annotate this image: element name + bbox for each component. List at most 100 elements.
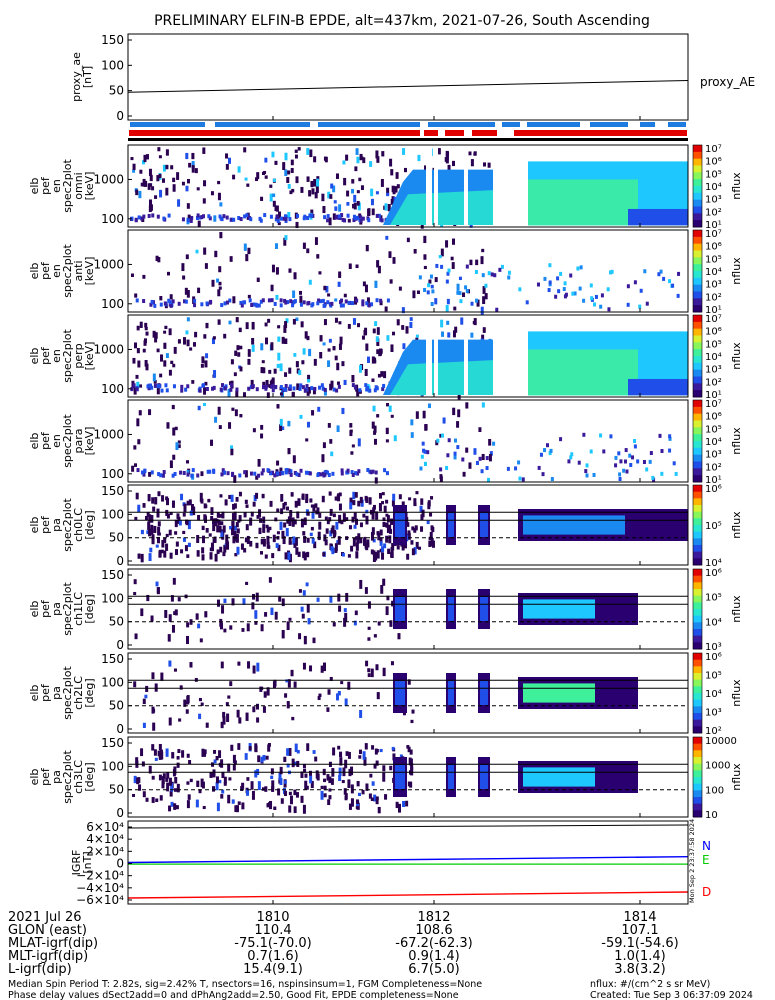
pixel-pa0-371 — [381, 492, 385, 496]
pixel-spec2-45 — [275, 294, 279, 300]
pixel-spec4-45 — [257, 459, 261, 467]
pixel-spec4-77 — [376, 414, 380, 418]
pixel-pa3-57 — [350, 784, 354, 794]
pixel-spec2-8 — [385, 235, 389, 240]
strip-spec2-80 — [163, 301, 167, 306]
pixel-pa0-0 — [235, 496, 239, 502]
colorbar-label-spec3-2: 10⁵ — [705, 339, 722, 350]
footer-right-2: Created: Tue Sep 3 06:37:09 2024 — [590, 990, 753, 1000]
pixel-spec3-229 — [154, 332, 158, 339]
pixel-pa3-162 — [261, 787, 265, 791]
pixel-pa1-25 — [164, 609, 168, 618]
colorbar-pa3-seg-6 — [693, 777, 702, 785]
pixel-pa0-231 — [406, 522, 410, 527]
pixel-pa2-32 — [237, 661, 241, 666]
pixel-pa0-54 — [156, 536, 160, 544]
pixel-spec3-258 — [136, 348, 140, 354]
pixel-pa1-80 — [316, 597, 320, 602]
pixel-spec3-153 — [277, 325, 281, 329]
strip-spec3-63 — [264, 384, 268, 389]
strip-spec1-39 — [355, 215, 359, 220]
ytick-label-pa3-2: 50 — [109, 783, 124, 797]
pixel-pa1-87 — [231, 598, 235, 606]
spot-spec2-76 — [662, 276, 666, 281]
pixel-pa3-123 — [202, 805, 206, 810]
strip-spec2-5 — [319, 299, 323, 304]
colorbar-spec2-seg-2 — [693, 243, 702, 251]
pixel-pa0-384 — [183, 503, 187, 513]
pixel-pa1-59 — [391, 601, 395, 606]
pixel-pa0-391 — [390, 546, 394, 554]
pixel-spec1-227 — [444, 157, 448, 162]
pixel-spec4-84 — [148, 471, 152, 477]
pixel-pa0-336 — [233, 535, 237, 542]
spot-spec4-33 — [548, 451, 552, 456]
pixel-pa1-72 — [223, 628, 227, 633]
strip-spec1-24 — [359, 215, 363, 220]
pixel-pa3-121 — [350, 766, 354, 776]
strip-spec4-18 — [383, 468, 387, 473]
strip-spec1-87 — [156, 214, 160, 219]
igrf-label-e: E — [702, 853, 710, 867]
strip-spec2-75 — [307, 300, 311, 305]
strip-spec3-79 — [335, 388, 339, 393]
pixel-pa0-11 — [291, 520, 295, 527]
colorbar-pa1-seg-3 — [693, 589, 702, 597]
pixel-spec1-167 — [387, 204, 391, 212]
pixel-spec1-138 — [217, 180, 221, 185]
strip-spec1-64 — [189, 218, 193, 223]
colorbar-spec4-seg-7 — [693, 447, 702, 456]
pixel-spec3-166 — [304, 331, 308, 339]
colorbar-spec3-seg-2 — [693, 328, 702, 336]
colorbar-label-spec4-0: 10⁷ — [705, 399, 722, 410]
colorbar-pa1-seg-10 — [693, 635, 702, 643]
pixel-pa3-73 — [176, 756, 180, 760]
pixel-pa0-324 — [214, 518, 218, 527]
pixel-pa3-181 — [375, 748, 379, 753]
pixel-pa3-257 — [408, 757, 412, 766]
pixel-pa0-403 — [347, 554, 351, 558]
pixel-spec3-49 — [192, 342, 196, 347]
pixel-pa0-48 — [351, 516, 355, 523]
pixel-spec2-53 — [384, 306, 388, 312]
pixel-pa3-61 — [181, 750, 185, 758]
pixel-pa3-24 — [273, 806, 277, 811]
strip-spec1-42 — [225, 215, 229, 220]
ytick-label-spec3-1: 100 — [101, 382, 124, 396]
pixel-spec3-134 — [135, 374, 139, 379]
pixel-spec4-86 — [177, 440, 181, 444]
ytick-label-spec4-1: 100 — [101, 467, 124, 481]
pixel-spec3-123 — [271, 377, 275, 386]
pixel-spec4-16 — [442, 417, 446, 424]
colorbar-label-spec1-1: 10⁶ — [705, 157, 722, 168]
pixel-spec2-14 — [355, 264, 359, 269]
pixel-pa0-372 — [427, 502, 431, 510]
pixel-pa0-89 — [142, 503, 146, 508]
pixel-pa3-3 — [288, 791, 292, 796]
pixel-pa0-297 — [396, 545, 400, 550]
pixel-pa3-26 — [300, 771, 304, 779]
blue-bar-3 — [428, 122, 495, 127]
pixel-pa2-13 — [336, 693, 340, 701]
colorbar-label-spec4-4: 10³ — [705, 450, 722, 461]
pixel-pa0-245 — [309, 498, 313, 503]
frame-pa3 — [127, 736, 689, 818]
pixel-pa3-143 — [177, 749, 181, 754]
pixel-pa0-118 — [355, 536, 359, 540]
gap-spec1-1 — [434, 146, 438, 226]
strip-spec4-80 — [285, 468, 289, 473]
pixel-spec2-88 — [337, 281, 341, 287]
pixel-pa2-12 — [291, 716, 295, 721]
pixel-pa2-6 — [284, 693, 288, 698]
pixel-pa2-51 — [247, 661, 251, 669]
colorbar-frame-spec1 — [692, 144, 703, 228]
pixel-pa2-0 — [151, 672, 155, 680]
pixel-pa0-180 — [420, 498, 424, 505]
pixel-spec3-101 — [405, 326, 409, 334]
frame-pa1 — [127, 568, 689, 650]
pixel-spec3-4 — [357, 323, 361, 328]
y-label-pa0-0: elb — [28, 517, 41, 534]
spot-spec2-56 — [571, 291, 575, 296]
ytick-label-proxy-1: 100 — [101, 58, 124, 72]
y-label-spec1-3: spec2plot — [61, 159, 74, 213]
